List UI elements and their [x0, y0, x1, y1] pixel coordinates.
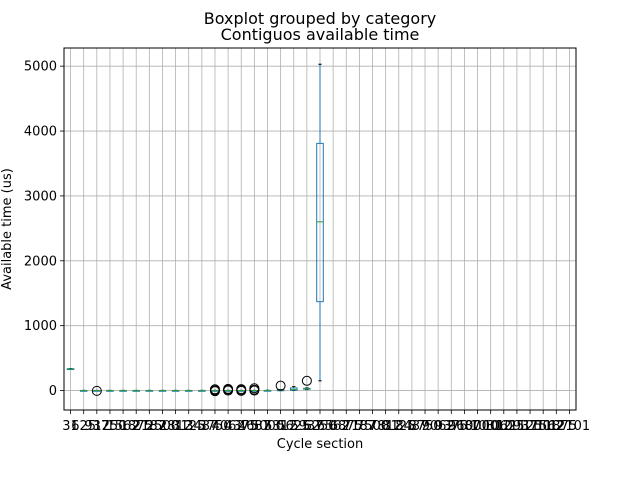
- box-group: [91, 385, 102, 396]
- x-tick-label: 8437: [395, 419, 428, 434]
- x-tick-label: 5625: [277, 419, 310, 434]
- y-tick-label: 5000: [24, 60, 57, 75]
- flier-point: [223, 383, 234, 394]
- box-group: [106, 389, 114, 392]
- box-group: [289, 386, 298, 392]
- box-group: [249, 383, 260, 396]
- box-group: [119, 389, 127, 392]
- x-tick-label: 4687: [238, 419, 271, 434]
- x-tick-label: 11250: [509, 419, 550, 434]
- x-tick-label: 10312: [470, 419, 511, 434]
- x-tick-label: 9375: [435, 419, 468, 434]
- x-tick-label: 11562: [522, 419, 563, 434]
- y-tick-label: 0: [49, 384, 57, 399]
- x-tick-label: 5312: [264, 419, 297, 434]
- box-group: [316, 63, 324, 382]
- grid-layer: [64, 48, 576, 410]
- flier-point: [249, 383, 260, 394]
- box-group: [66, 367, 75, 371]
- y-axis: 0 1000 2000 3000 4000 5000: [24, 60, 64, 399]
- x-axis: 3162593712501562187521872500281231253437…: [62, 410, 590, 434]
- x-tick-label: 3437: [185, 419, 218, 434]
- x-tick-label: 1875: [120, 419, 153, 434]
- box-group: [158, 389, 167, 392]
- x-tick-label: 2187: [133, 419, 166, 434]
- x-tick-label: 2812: [159, 419, 192, 434]
- chart-suptitle: Boxplot grouped by category: [204, 9, 436, 28]
- box-group: [223, 383, 234, 396]
- x-tick-label: 5937: [290, 419, 323, 434]
- chart-title: Contiguos available time: [221, 25, 420, 44]
- x-tick-label: 3125: [172, 419, 205, 434]
- box-group: [171, 389, 180, 392]
- x-tick-label: 6875: [330, 419, 363, 434]
- box-group: [301, 375, 312, 391]
- y-tick-label: 3000: [24, 189, 57, 204]
- x-tick-label: 10000: [457, 419, 498, 434]
- box-group: [198, 389, 206, 392]
- box-group: [184, 389, 193, 392]
- x-tick-label: 4375: [225, 419, 258, 434]
- box-group: [145, 389, 154, 392]
- x-tick-label: 7187: [343, 419, 376, 434]
- flier-point: [209, 384, 220, 395]
- flier-point: [236, 384, 247, 395]
- flier-point: [301, 375, 312, 386]
- x-tick-label: 4062: [212, 419, 245, 434]
- y-tick-label: 2000: [24, 254, 57, 269]
- y-tick-label: 4000: [24, 125, 57, 140]
- x-tick-label: 6250: [303, 419, 336, 434]
- x-tick-label: 3750: [198, 419, 231, 434]
- box: [316, 142, 324, 303]
- x-tick-label: 10937: [496, 419, 537, 434]
- box-group: [209, 384, 220, 397]
- x-tick-label: 2500: [146, 419, 179, 434]
- box-group: [132, 389, 140, 392]
- flier-point: [275, 380, 286, 391]
- x-tick-label: 7812: [369, 419, 402, 434]
- box-group: [79, 389, 88, 392]
- x-tick-label: 31: [62, 419, 79, 434]
- x-tick-label: 937: [84, 419, 109, 434]
- flier-point: [91, 385, 102, 396]
- y-axis-label: Available time (us): [0, 168, 15, 290]
- x-tick-label: 10625: [483, 419, 524, 434]
- x-axis-label: Cycle section: [277, 437, 363, 452]
- x-tick-label: 11875: [536, 419, 577, 434]
- box-group: [263, 389, 272, 392]
- x-tick-label: 1562: [107, 419, 140, 434]
- y-tick-label: 1000: [24, 319, 57, 334]
- x-tick-label: 9687: [448, 419, 481, 434]
- x-tick-label: 7500: [356, 419, 389, 434]
- box-group: [236, 384, 247, 396]
- x-tick-label: 1250: [93, 419, 126, 434]
- x-tick-label: 12101: [549, 419, 590, 434]
- boxes-layer: [66, 63, 324, 397]
- x-tick-label: 5000: [251, 419, 284, 434]
- x-tick-label: 6562: [317, 419, 350, 434]
- x-tick-label: 625: [71, 419, 96, 434]
- x-tick-label: 8125: [382, 419, 415, 434]
- box-group: [275, 380, 286, 392]
- x-tick-label: 8750: [408, 419, 441, 434]
- x-tick-label: 9062: [422, 419, 455, 434]
